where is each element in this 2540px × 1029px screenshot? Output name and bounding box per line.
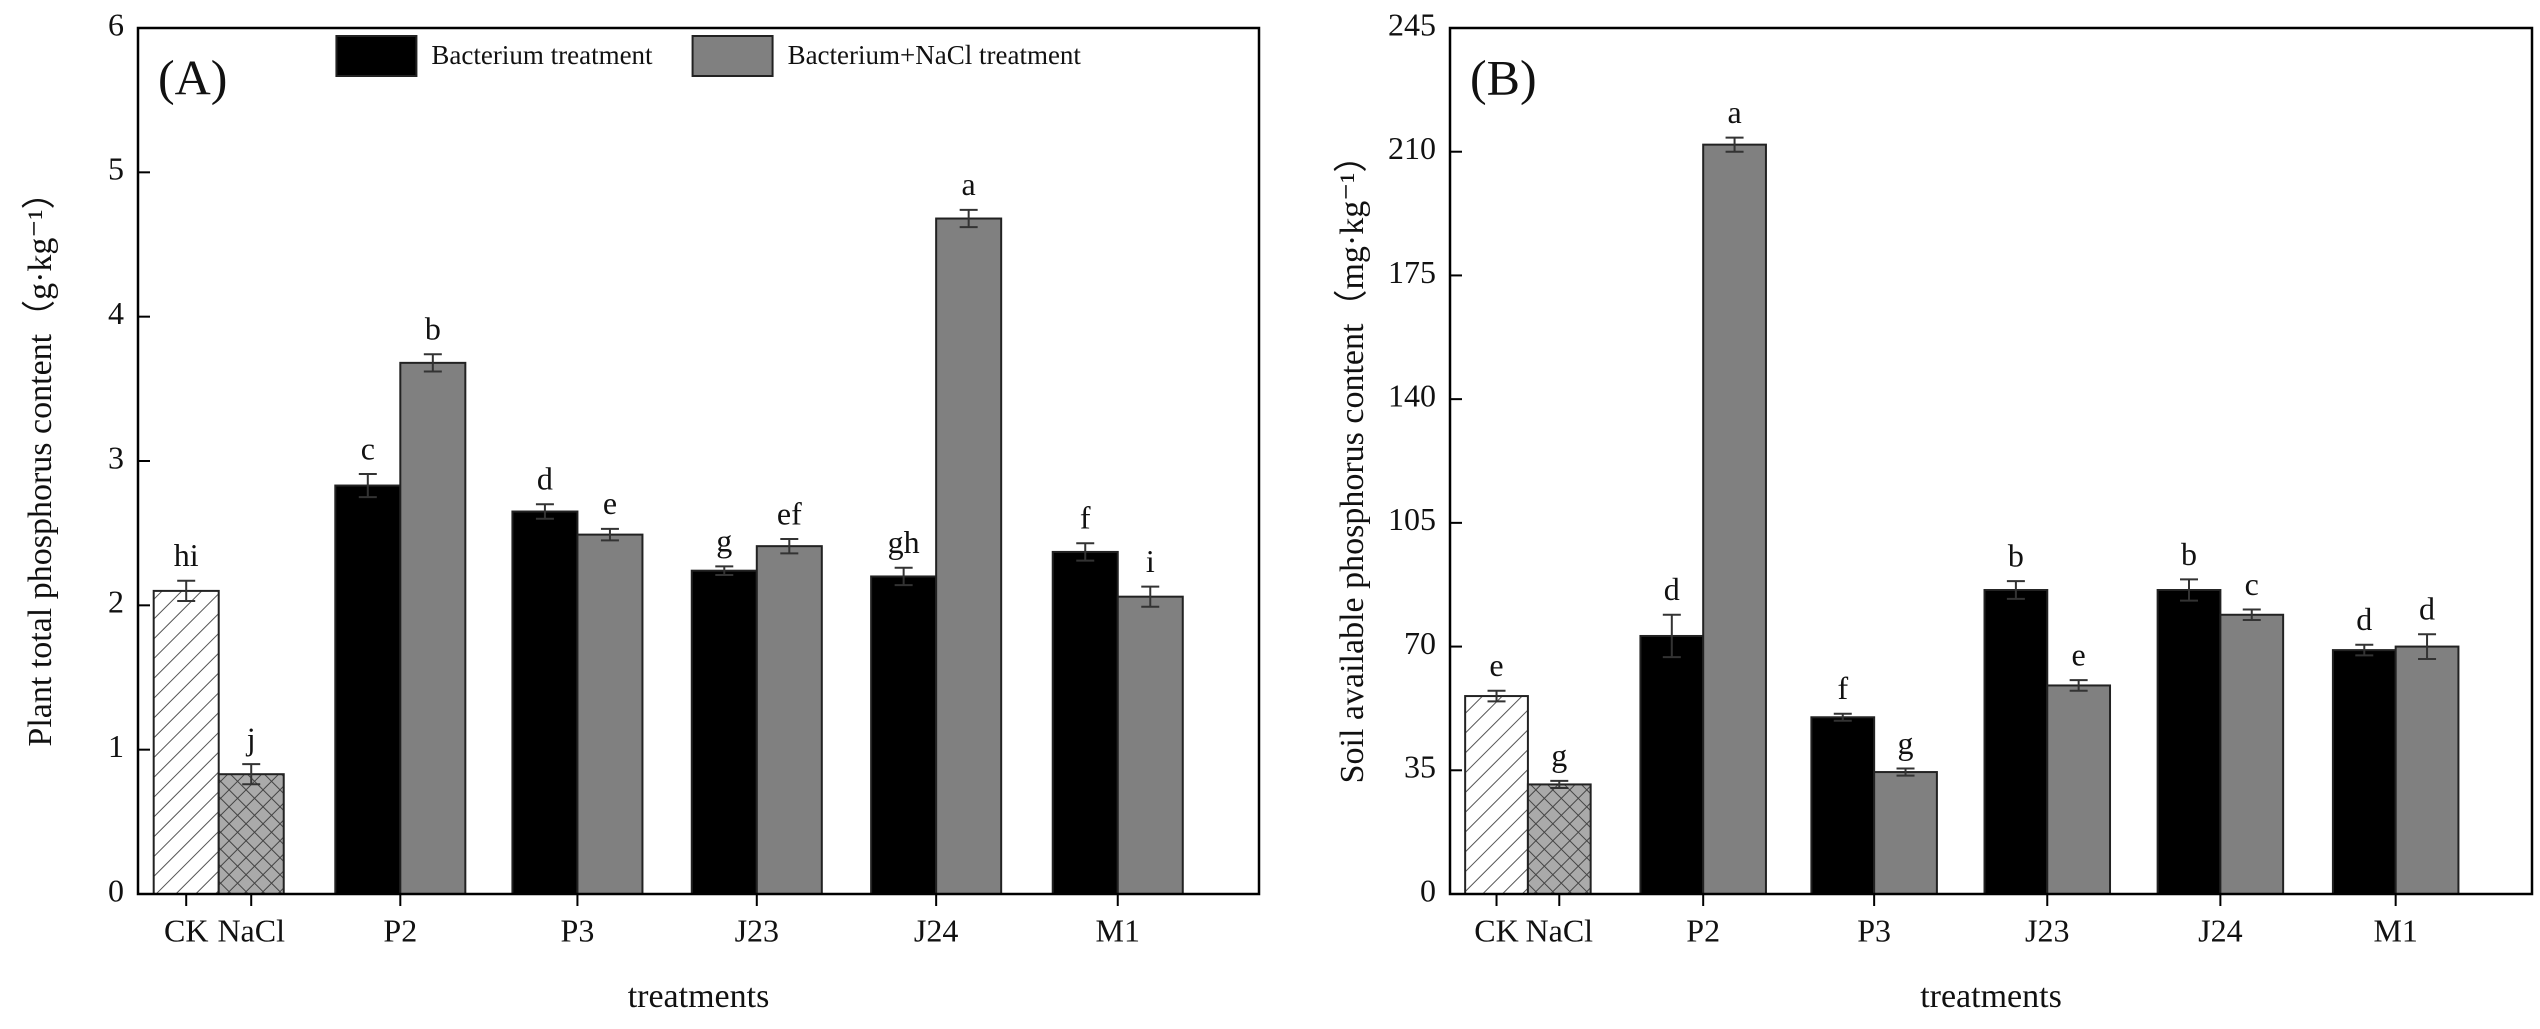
bar: [1810, 716, 1876, 896]
y-tick-label: 2: [108, 584, 124, 620]
x-axis-title: treatments: [628, 978, 770, 1015]
significance-letter: g: [1898, 725, 1914, 761]
significance-letter: c: [2245, 566, 2259, 602]
x-axis-title: treatments: [1920, 978, 2062, 1015]
legend-label: Bacterium+NaCl treatment: [788, 40, 1082, 70]
bar: [2046, 684, 2112, 895]
significance-letter: ef: [777, 495, 802, 531]
x-tick-label: J23: [735, 912, 779, 948]
significance-letter: d: [2356, 601, 2372, 637]
x-tick-label: J24: [914, 912, 958, 948]
y-axis-title: Plant total phosphorus content（g·kg⁻¹）: [21, 175, 59, 746]
x-tick-label: J23: [2025, 912, 2069, 948]
x-tick-label: P2: [1686, 912, 1720, 948]
significance-letter: j: [246, 720, 256, 756]
y-tick-label: 5: [108, 151, 124, 187]
y-tick-label: 105: [1388, 501, 1436, 537]
y-tick-label: 0: [1420, 872, 1436, 908]
bar: [1051, 550, 1119, 895]
bar: [1702, 143, 1767, 895]
x-tick-label: CK: [164, 912, 208, 948]
significance-letter: hi: [174, 537, 199, 573]
significance-letter: f: [1837, 670, 1848, 706]
x-tick-label: M1: [2373, 912, 2417, 948]
y-tick-label: 0: [108, 872, 124, 908]
y-tick-label: 1: [108, 728, 124, 764]
bar: [1526, 783, 1592, 896]
y-tick-label: 140: [1388, 377, 1436, 413]
significance-letter: b: [2181, 536, 2197, 572]
y-tick-label: 175: [1388, 254, 1436, 290]
plot-frame: [1448, 26, 2534, 896]
significance-letter: e: [603, 485, 617, 521]
significance-letter: a: [962, 166, 976, 202]
x-tick-label: J24: [2198, 912, 2242, 948]
x-tick-label: P2: [383, 912, 417, 948]
legend-swatch: [691, 35, 774, 77]
bar: [2219, 613, 2285, 895]
bar: [399, 361, 467, 895]
significance-letter: e: [1489, 647, 1503, 683]
legend-swatch: [335, 35, 418, 77]
legend-label: Bacterium treatment: [431, 40, 653, 70]
significance-letter: i: [1146, 543, 1155, 579]
x-tick-label: P3: [1857, 912, 1891, 948]
bar: [690, 569, 758, 896]
x-tick-label: NaCl: [1526, 912, 1594, 948]
bar: [576, 533, 644, 895]
bar: [1873, 771, 1938, 895]
significance-letter: b: [2008, 538, 2024, 574]
bar: [2331, 649, 2397, 896]
significance-letter: a: [1727, 94, 1741, 130]
bar: [870, 575, 938, 895]
bar: [1639, 634, 1705, 895]
bar: [334, 484, 402, 895]
panel-label: (A): [158, 49, 227, 105]
significance-letter: c: [361, 430, 375, 466]
y-tick-label: 210: [1388, 130, 1436, 166]
y-tick-label: 3: [108, 439, 124, 475]
significance-letter: b: [425, 311, 441, 347]
x-tick-label: M1: [1096, 912, 1140, 948]
y-tick-label: 6: [108, 6, 124, 42]
y-tick-label: 70: [1404, 625, 1436, 661]
x-tick-label: CK: [1474, 912, 1518, 948]
significance-letter: g: [716, 523, 732, 559]
y-tick-label: 35: [1404, 749, 1436, 785]
significance-letter: gh: [888, 524, 920, 560]
significance-letter: d: [1664, 571, 1680, 607]
significance-letter: e: [2072, 636, 2086, 672]
bar: [1116, 595, 1184, 895]
significance-letter: d: [537, 461, 553, 497]
y-axis-title: Soil available phosphorus content（mg·kg⁻…: [1333, 139, 1371, 784]
significance-letter: g: [1551, 737, 1567, 773]
bar: [152, 589, 220, 896]
y-tick-label: 245: [1388, 6, 1436, 42]
significance-letter: f: [1080, 500, 1091, 536]
bar: [1983, 589, 2049, 895]
bar: [1464, 695, 1529, 895]
bar: [755, 545, 823, 895]
y-tick-label: 4: [108, 295, 124, 331]
panel-label: (B): [1470, 49, 1537, 105]
bar: [935, 217, 1003, 895]
bar: [217, 773, 285, 895]
bar: [2156, 589, 2222, 895]
bar: [511, 510, 579, 895]
significance-letter: d: [2419, 591, 2435, 627]
bar: [2394, 645, 2460, 895]
plot-frame: [136, 26, 1261, 896]
x-tick-label: P3: [561, 912, 595, 948]
x-tick-label: NaCl: [217, 912, 285, 948]
